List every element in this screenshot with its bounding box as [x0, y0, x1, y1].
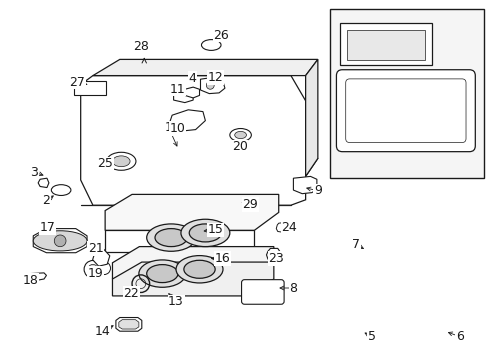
Ellipse shape [33, 231, 87, 251]
Text: 10: 10 [169, 122, 185, 135]
Ellipse shape [176, 256, 223, 283]
Polygon shape [276, 222, 285, 232]
Ellipse shape [146, 224, 195, 251]
Text: 6: 6 [455, 330, 463, 343]
Ellipse shape [51, 185, 71, 195]
Text: 21: 21 [88, 242, 103, 255]
Text: 12: 12 [207, 71, 223, 84]
Polygon shape [116, 318, 142, 331]
Circle shape [98, 262, 110, 275]
Text: 18: 18 [22, 274, 38, 287]
Polygon shape [29, 273, 46, 280]
Polygon shape [112, 247, 273, 279]
Text: 4: 4 [188, 72, 196, 85]
Bar [339, 23, 431, 65]
Text: 22: 22 [123, 287, 139, 300]
Ellipse shape [234, 131, 246, 139]
Text: 28: 28 [133, 40, 148, 53]
Ellipse shape [183, 260, 215, 278]
FancyBboxPatch shape [345, 79, 465, 143]
Text: 14: 14 [95, 325, 110, 338]
Circle shape [54, 235, 66, 247]
Text: 1: 1 [164, 121, 172, 134]
Text: 15: 15 [207, 223, 223, 236]
Text: 5: 5 [367, 330, 375, 343]
Text: 27: 27 [69, 76, 85, 89]
Ellipse shape [181, 219, 229, 247]
Text: 29: 29 [242, 198, 258, 211]
Polygon shape [112, 262, 273, 296]
Polygon shape [105, 194, 278, 230]
Bar [74, 81, 106, 95]
Polygon shape [305, 59, 317, 176]
Polygon shape [168, 110, 205, 131]
Text: 26: 26 [213, 29, 228, 42]
Ellipse shape [201, 40, 221, 50]
Polygon shape [38, 178, 49, 188]
Polygon shape [266, 248, 279, 261]
Circle shape [206, 81, 214, 89]
Text: 20: 20 [231, 140, 247, 153]
Text: 13: 13 [168, 295, 183, 308]
Ellipse shape [112, 156, 130, 167]
Text: 2: 2 [42, 194, 50, 207]
FancyBboxPatch shape [336, 70, 474, 152]
Ellipse shape [189, 224, 221, 242]
Text: 23: 23 [268, 252, 284, 265]
Text: 16: 16 [214, 252, 230, 265]
Polygon shape [93, 59, 317, 76]
Text: 17: 17 [40, 221, 56, 234]
Circle shape [88, 264, 98, 274]
Polygon shape [81, 76, 305, 205]
Polygon shape [200, 77, 224, 94]
Polygon shape [184, 87, 199, 98]
Ellipse shape [146, 265, 178, 283]
FancyBboxPatch shape [241, 280, 284, 304]
Polygon shape [293, 176, 316, 194]
Bar [115, 158, 127, 166]
Text: 25: 25 [97, 157, 113, 170]
Ellipse shape [139, 260, 185, 287]
Bar [346, 30, 424, 60]
Text: 7: 7 [351, 238, 359, 251]
Text: 19: 19 [88, 267, 103, 280]
Text: 24: 24 [281, 221, 297, 234]
Bar [329, 9, 483, 178]
Text: 11: 11 [169, 83, 185, 96]
Polygon shape [173, 89, 193, 103]
Text: 8: 8 [289, 282, 297, 294]
Ellipse shape [229, 129, 251, 141]
Text: 3: 3 [30, 166, 38, 179]
Polygon shape [33, 229, 87, 253]
Polygon shape [119, 320, 139, 329]
Ellipse shape [106, 152, 136, 170]
Circle shape [84, 261, 102, 278]
Text: 9: 9 [313, 184, 321, 197]
Polygon shape [105, 230, 254, 252]
Ellipse shape [155, 229, 187, 247]
